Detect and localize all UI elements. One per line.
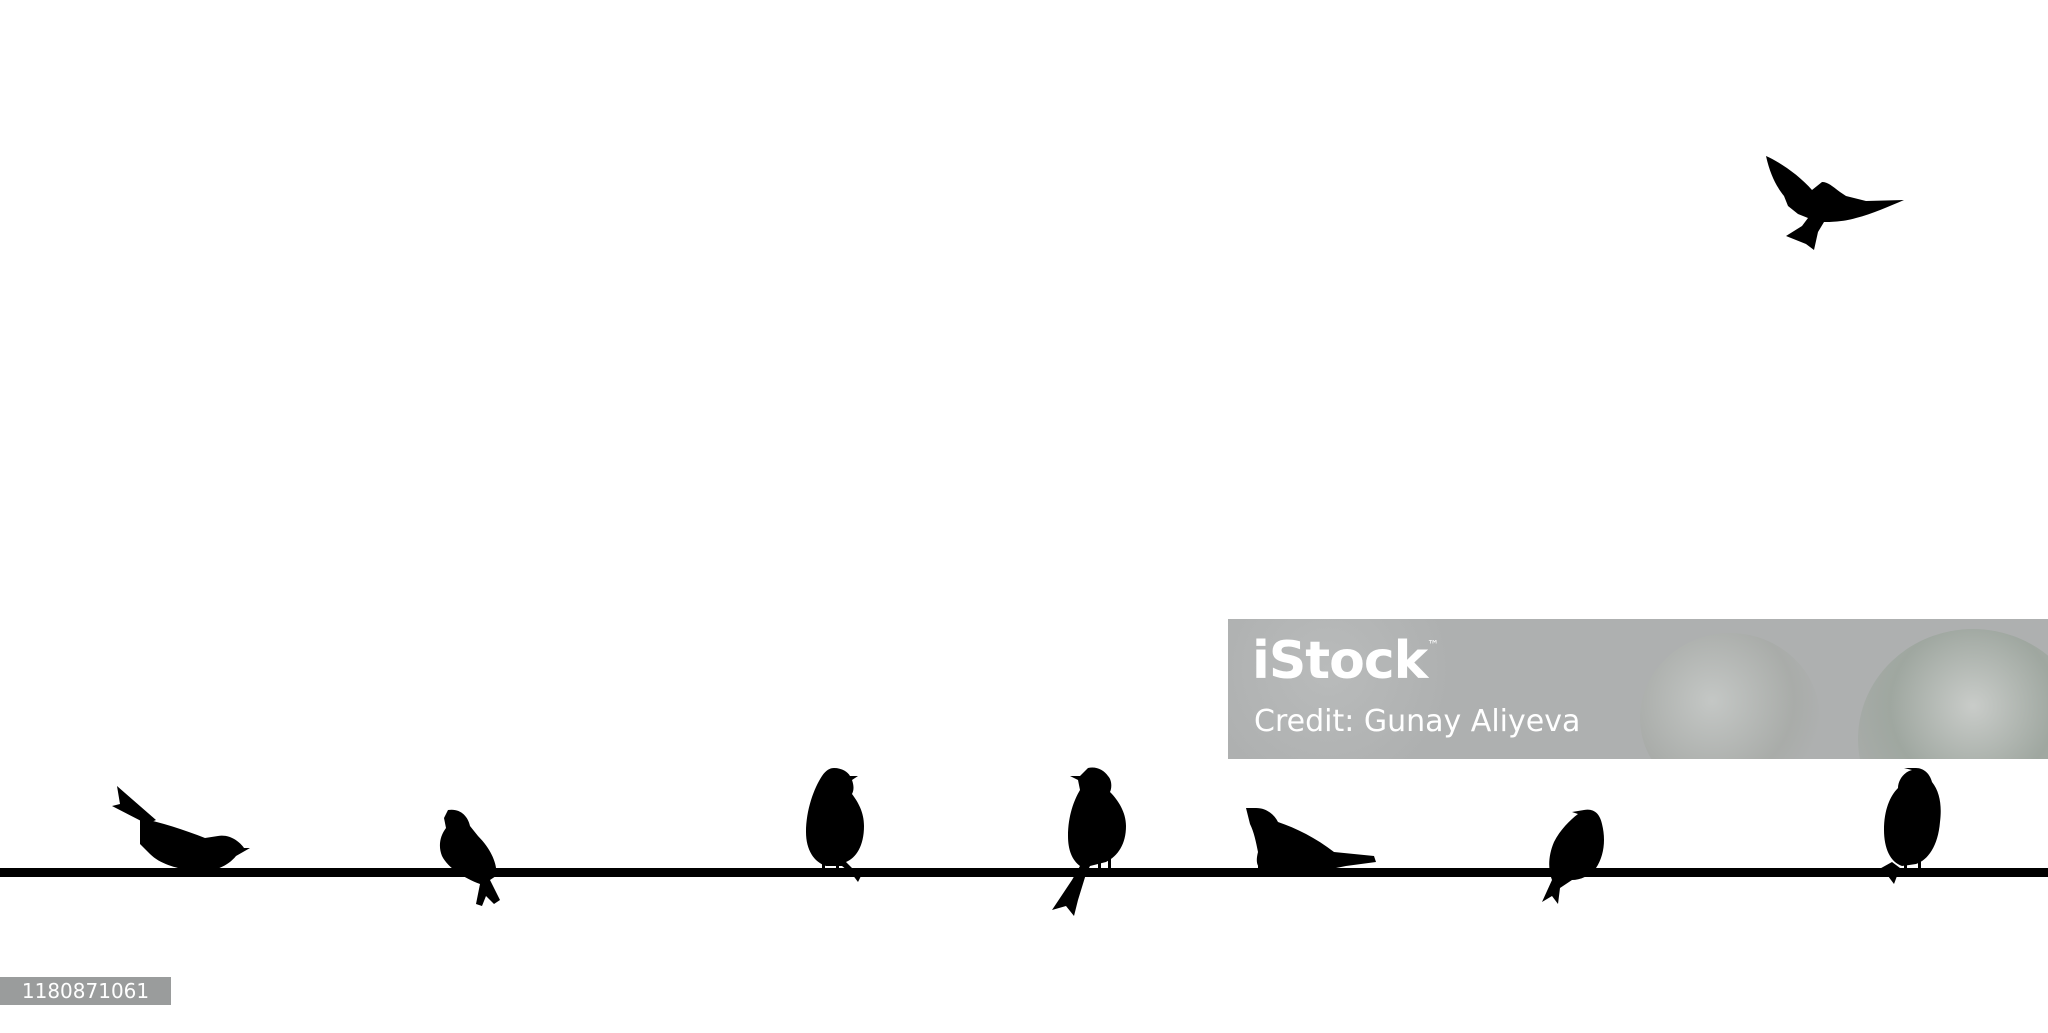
- stock-id-label: 1180871061: [0, 977, 171, 1005]
- bird-1: [112, 786, 250, 876]
- credit-text: Credit: Gunay Aliyeva: [1254, 704, 1581, 739]
- bird-4: [1052, 767, 1126, 916]
- istock-logo: iStock™: [1252, 631, 1439, 691]
- bird-5: [1246, 808, 1376, 874]
- watermark-blob: [1228, 619, 1468, 759]
- bird-3: [806, 768, 876, 882]
- watermark-blob: [1640, 633, 1820, 759]
- bird-2: [439, 809, 500, 906]
- watermark-blob: [1858, 629, 2048, 759]
- power-wire: [0, 868, 2048, 877]
- flying-bird: [1766, 156, 1904, 250]
- bird-7: [1874, 768, 1941, 884]
- bird-6: [1542, 809, 1604, 904]
- istock-watermark: iStock™ Credit: Gunay Aliyeva: [1228, 619, 2048, 759]
